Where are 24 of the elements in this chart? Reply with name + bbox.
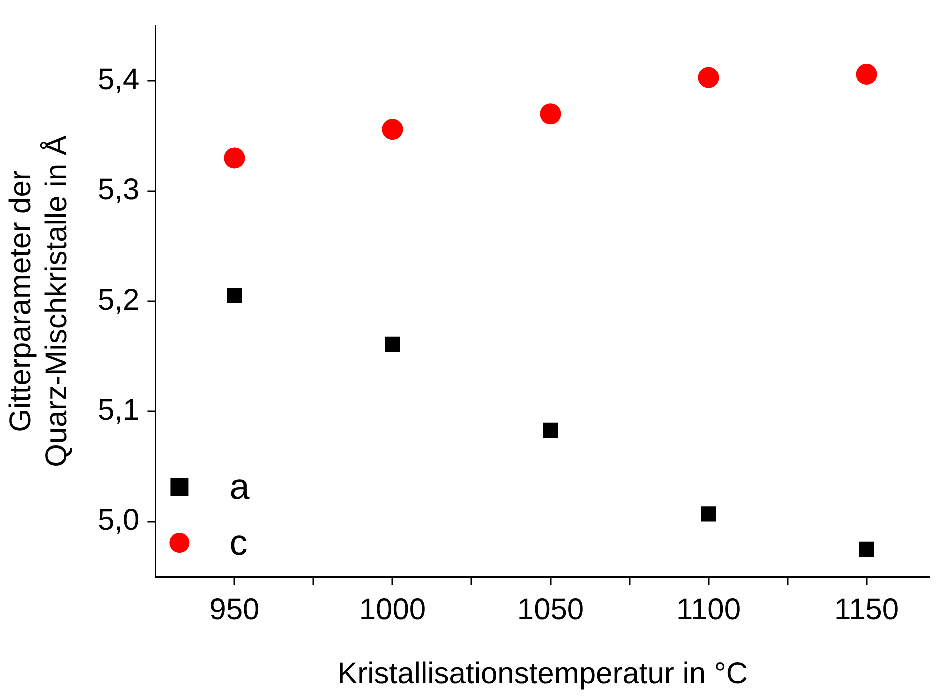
point (698, 67, 720, 88)
x-tick-label: 1100 (676, 593, 742, 626)
point (224, 148, 246, 169)
x-tick-label: 1050 (517, 593, 584, 626)
point (227, 288, 242, 304)
x-tick-label: 950 (210, 593, 260, 626)
y-tick-label: 5,4 (98, 63, 140, 96)
x-tick-label: 1150 (834, 593, 900, 626)
point (540, 104, 562, 125)
legend-label: c (230, 522, 248, 563)
y-tick-label: 5,2 (98, 284, 140, 317)
y-tick-label: 5,1 (98, 394, 140, 427)
point (385, 336, 400, 352)
point (701, 506, 716, 522)
point (859, 542, 874, 558)
y-tick-label: 5,0 (98, 504, 140, 538)
point (382, 119, 404, 140)
x-tick-label: 1000 (359, 593, 426, 626)
point (856, 64, 878, 85)
legend-label: a (230, 466, 251, 507)
y-tick-label: 5,3 (98, 174, 140, 207)
point (543, 422, 558, 438)
x-axis-title: Kristallisationstemperatur in °C (338, 657, 748, 690)
y-axis-title: Gitterparameter der Quarz-Mischkristalle in Å (4, 136, 74, 468)
